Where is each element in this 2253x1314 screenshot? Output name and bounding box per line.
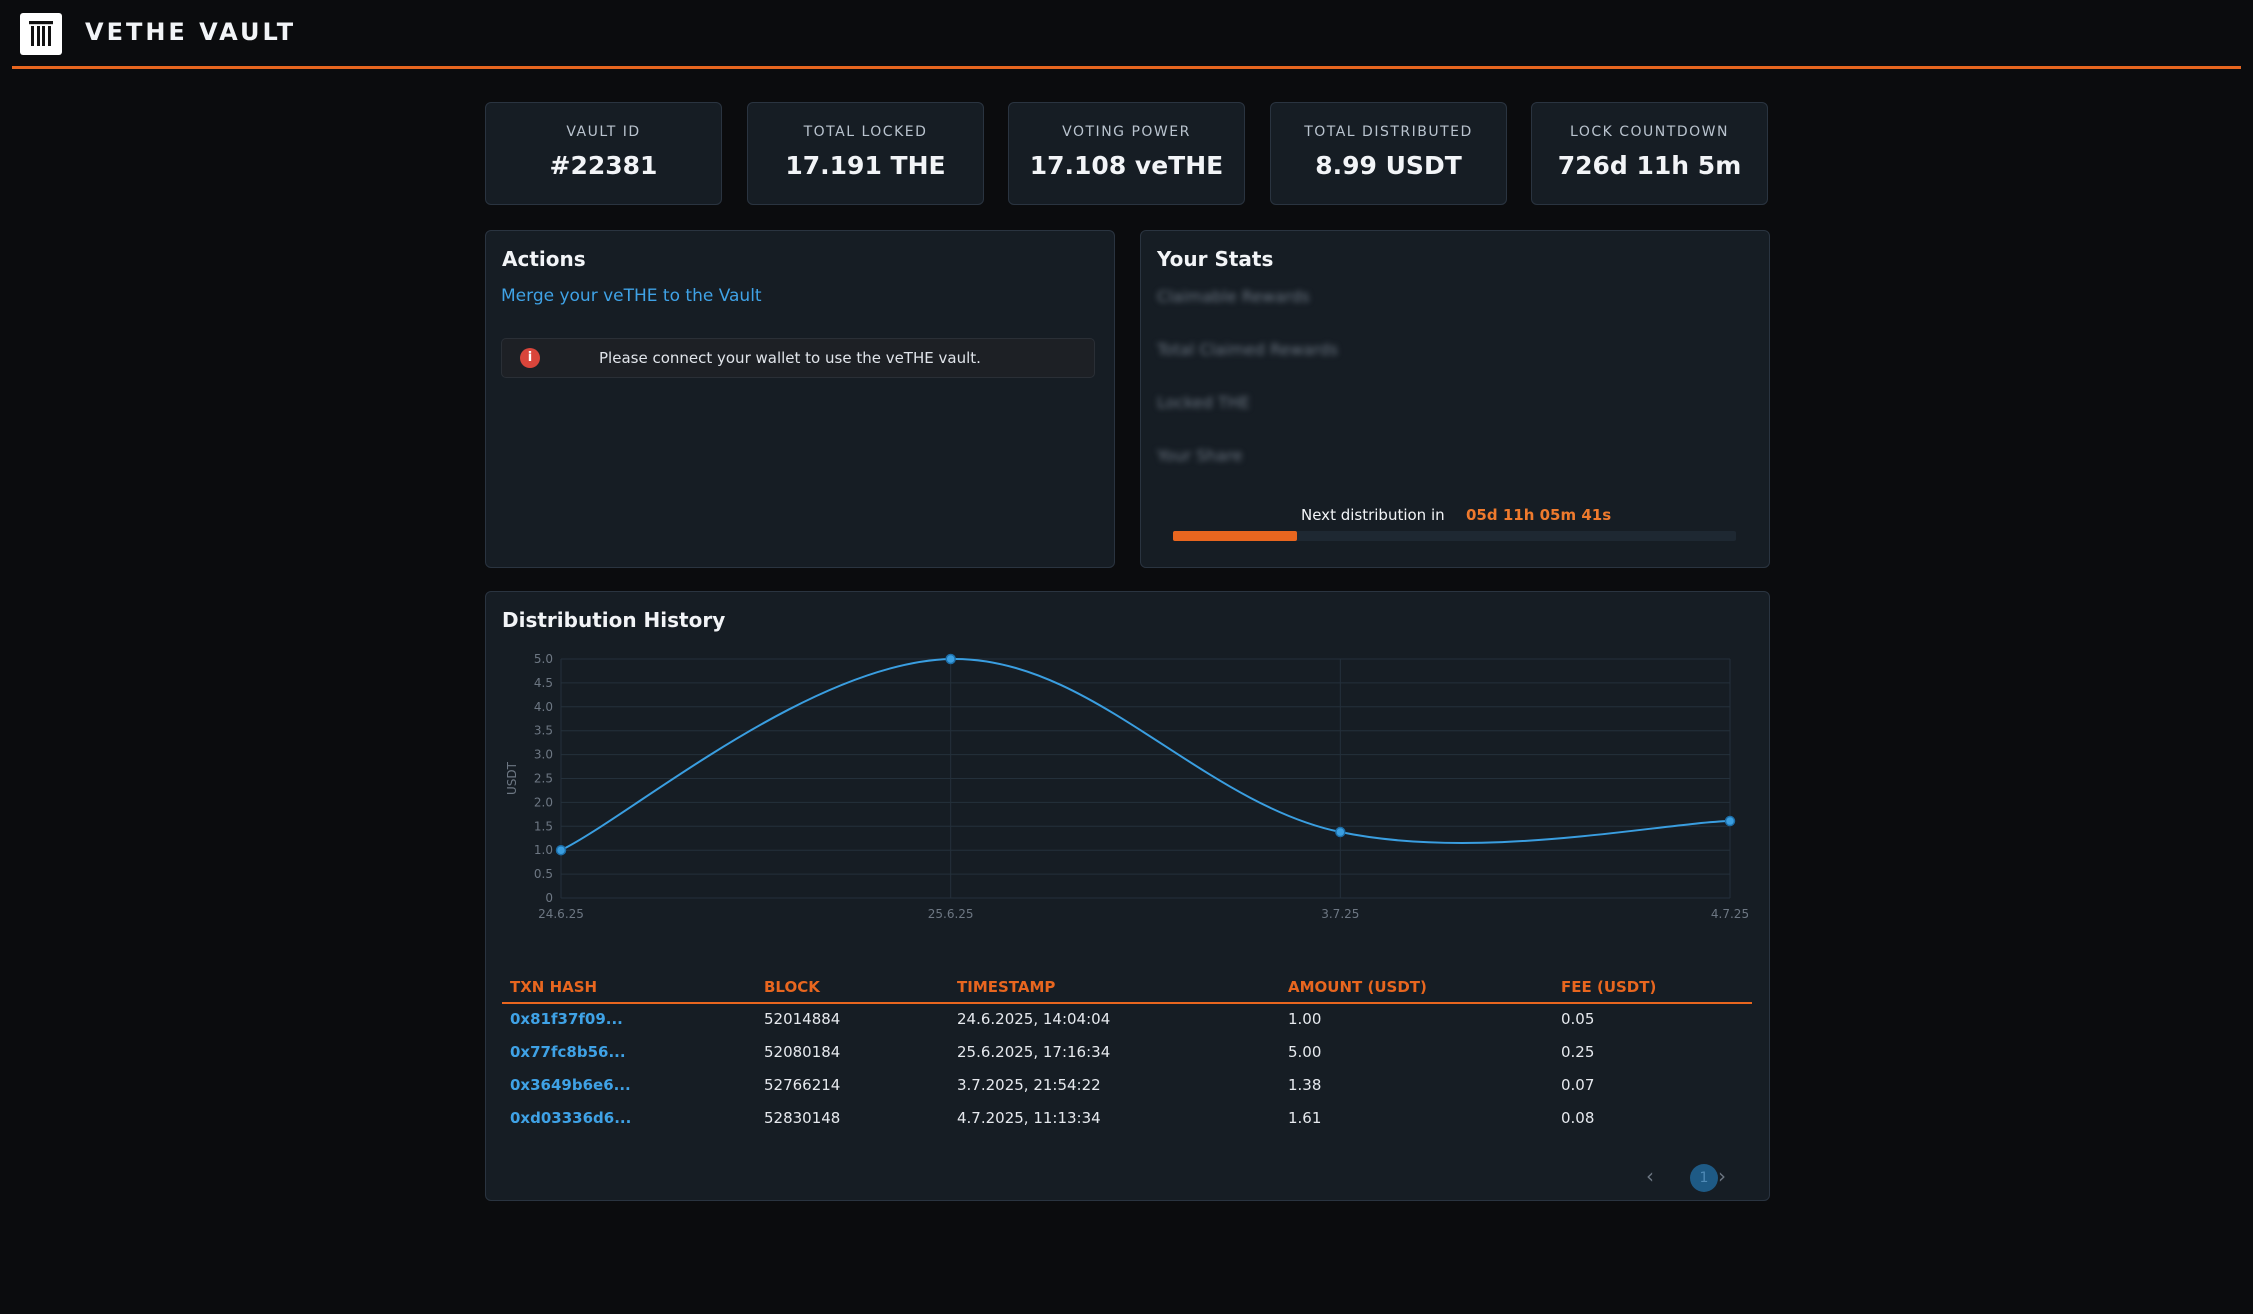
header-divider xyxy=(12,66,2241,69)
x-tick-label: 25.6.25 xyxy=(928,907,974,921)
fee-cell: 0.05 xyxy=(1561,1010,1595,1028)
your-share-label: Your Share xyxy=(1157,446,1243,465)
data-point xyxy=(945,653,956,665)
next-distribution-countdown: 05d 11h 05m 41s xyxy=(1466,506,1612,524)
col-header-fee[interactable]: FEE (USDT) xyxy=(1561,978,1657,996)
distribution-history-title: Distribution History xyxy=(502,608,726,632)
x-tick-label: 4.7.25 xyxy=(1711,907,1749,921)
stat-label: TOTAL DISTRIBUTED xyxy=(1304,124,1473,140)
table-header-divider xyxy=(502,1002,1752,1004)
x-tick-label: 3.7.25 xyxy=(1321,907,1359,921)
distribution-progress-fill xyxy=(1173,531,1297,541)
timestamp-cell: 25.6.2025, 17:16:34 xyxy=(957,1043,1111,1061)
stat-value: 17.191 THE xyxy=(785,151,946,180)
y-tick-label: 3.5 xyxy=(534,724,553,738)
wallet-alert: i Please connect your wallet to use the … xyxy=(501,338,1095,378)
col-header-timestamp[interactable]: TIMESTAMP xyxy=(957,978,1056,996)
col-header-block[interactable]: BLOCK xyxy=(764,978,820,996)
stat-card-total-locked: TOTAL LOCKED 17.191 THE xyxy=(747,102,984,205)
y-tick-label: 2.5 xyxy=(534,772,553,786)
stat-value: #22381 xyxy=(549,151,658,180)
fee-cell: 0.08 xyxy=(1561,1109,1595,1127)
fee-cell: 0.25 xyxy=(1561,1043,1595,1061)
fee-cell: 0.07 xyxy=(1561,1076,1595,1094)
txn-hash-link[interactable]: 0x81f37f09... xyxy=(510,1010,623,1028)
y-tick-label: 1.5 xyxy=(534,819,553,833)
block-cell: 52830148 xyxy=(764,1109,841,1127)
app-header: VETHE VAULT xyxy=(0,0,2253,69)
data-point xyxy=(1724,815,1736,827)
data-point xyxy=(1335,826,1346,838)
merge-vethe-link[interactable]: Merge your veTHE to the Vault xyxy=(501,286,762,306)
amount-cell: 1.38 xyxy=(1288,1076,1322,1094)
distribution-history-panel: Distribution History 0 0.5 1.0 1.5 2.0 2.5 3.0… xyxy=(485,591,1770,1201)
distribution-progress-track xyxy=(1173,531,1736,541)
timestamp-cell: 3.7.2025, 21:54:22 xyxy=(957,1076,1101,1094)
y-tick-label: 0 xyxy=(545,891,553,905)
stat-card-vault-id: VAULT ID #22381 xyxy=(485,102,722,205)
txn-hash-link[interactable]: 0x77fc8b56... xyxy=(510,1043,626,1061)
stat-value: 17.108 veTHE xyxy=(1029,151,1224,180)
amount-cell: 5.00 xyxy=(1288,1043,1322,1061)
y-axis-label: USDT xyxy=(505,761,519,795)
y-tick-label: 0.5 xyxy=(534,867,553,881)
alert-message: Please connect your wallet to use the ve… xyxy=(599,349,981,367)
your-stats-title: Your Stats xyxy=(1157,247,1274,271)
stat-card-voting-power: VOTING POWER 17.108 veTHE xyxy=(1008,102,1245,205)
block-cell: 52014884 xyxy=(764,1010,841,1028)
stat-label: VAULT ID xyxy=(566,124,641,140)
timestamp-cell: 24.6.2025, 14:04:04 xyxy=(957,1010,1111,1028)
locked-the-label: Locked THE xyxy=(1157,393,1250,412)
logo-icon xyxy=(29,21,53,46)
actions-panel: Actions xyxy=(485,230,1115,568)
timestamp-cell: 4.7.2025, 11:13:34 xyxy=(957,1109,1101,1127)
stat-value: 8.99 USDT xyxy=(1315,151,1462,180)
amount-cell: 1.61 xyxy=(1288,1109,1322,1127)
stat-card-total-distributed: TOTAL DISTRIBUTED 8.99 USDT xyxy=(1270,102,1507,205)
actions-title: Actions xyxy=(502,247,586,271)
block-cell: 52766214 xyxy=(764,1076,841,1094)
amount-cell: 1.00 xyxy=(1288,1010,1322,1028)
y-tick-label: 5.0 xyxy=(534,652,553,666)
stat-label: VOTING POWER xyxy=(1062,124,1191,140)
total-claimed-rewards-label: Total Claimed Rewards xyxy=(1157,340,1338,359)
data-point xyxy=(555,844,567,856)
stat-label: LOCK COUNTDOWN xyxy=(1570,124,1729,140)
y-tick-label: 4.0 xyxy=(534,700,553,714)
block-cell: 52080184 xyxy=(764,1043,841,1061)
txn-hash-link[interactable]: 0x3649b6e6... xyxy=(510,1076,631,1094)
y-tick-label: 2.0 xyxy=(534,795,553,809)
vault-logo[interactable] xyxy=(20,13,62,55)
y-tick-label: 1.0 xyxy=(534,843,553,857)
x-tick-label: 24.6.25 xyxy=(538,907,584,921)
info-icon: i xyxy=(520,348,540,368)
y-tick-label: 4.5 xyxy=(534,676,553,690)
col-header-txn-hash[interactable]: TXN HASH xyxy=(510,978,598,996)
y-tick-label: 3.0 xyxy=(534,748,553,762)
pagination-prev-button[interactable]: ‹ xyxy=(1646,1164,1654,1188)
your-stats-panel: Your Stats Claimable Rewards Total Claim… xyxy=(1140,230,1770,568)
app-title: VETHE VAULT xyxy=(85,18,297,46)
stat-label: TOTAL LOCKED xyxy=(803,124,928,140)
pagination-next-button[interactable]: › xyxy=(1718,1164,1726,1188)
pagination-page-1[interactable]: 1 xyxy=(1690,1164,1718,1192)
claimable-rewards-label: Claimable Rewards xyxy=(1157,287,1310,306)
stat-value: 726d 11h 5m xyxy=(1557,151,1742,180)
next-distribution-label: Next distribution in xyxy=(1301,506,1445,524)
series-line xyxy=(560,657,1731,852)
txn-hash-link[interactable]: 0xd03336d6... xyxy=(510,1109,632,1127)
stat-card-lock-countdown: LOCK COUNTDOWN 726d 11h 5m xyxy=(1531,102,1768,205)
distribution-chart: 0 0.5 1.0 1.5 2.0 2.5 3.0 3.5 4.0 4.5 5.0 24.6.25 25… xyxy=(505,652,1749,921)
col-header-amount[interactable]: AMOUNT (USDT) xyxy=(1288,978,1427,996)
